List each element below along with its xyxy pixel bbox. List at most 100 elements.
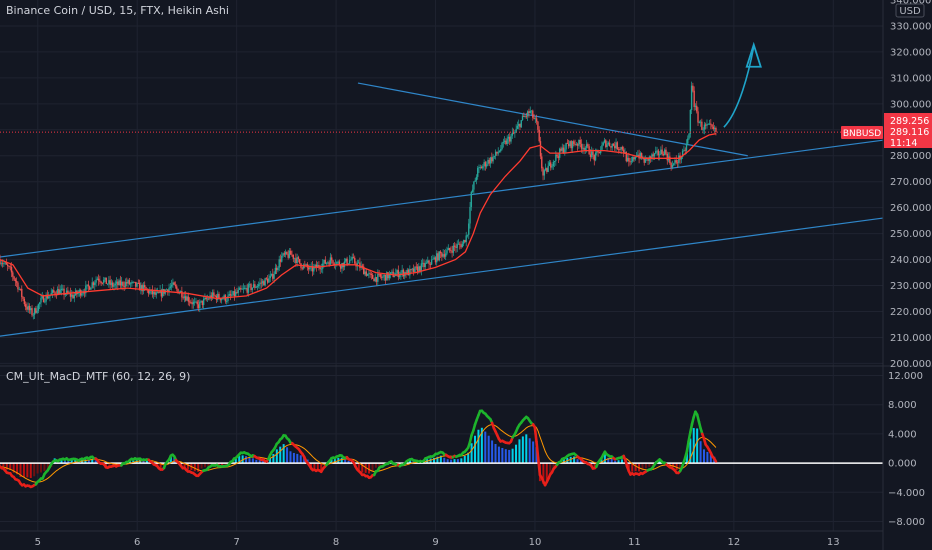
histogram-bar bbox=[614, 460, 617, 464]
histogram-bar bbox=[344, 459, 347, 464]
candle-body bbox=[186, 296, 188, 301]
candle-body bbox=[711, 124, 713, 127]
histogram-bar bbox=[477, 429, 480, 464]
candle-body bbox=[484, 162, 487, 167]
candle-body bbox=[465, 235, 467, 243]
histogram-bar bbox=[234, 458, 237, 464]
candle-body bbox=[206, 298, 209, 300]
histogram-bar bbox=[552, 463, 555, 469]
candle-body bbox=[436, 253, 438, 263]
candle-body bbox=[28, 305, 31, 311]
candle-body bbox=[258, 284, 260, 287]
candle-body bbox=[610, 146, 612, 148]
candle-body bbox=[6, 264, 9, 267]
histogram-bar bbox=[467, 452, 470, 464]
histogram-bar bbox=[292, 452, 295, 464]
candle-body bbox=[31, 308, 33, 316]
candle-body bbox=[33, 308, 36, 315]
candle-body bbox=[261, 281, 264, 284]
histogram-bar bbox=[19, 463, 22, 477]
candle-body bbox=[596, 151, 598, 153]
candle-body bbox=[22, 296, 24, 299]
candle-body bbox=[461, 243, 464, 248]
candle-body bbox=[217, 293, 219, 300]
histogram-bar bbox=[532, 441, 535, 464]
histogram-bar bbox=[685, 452, 688, 464]
candle-body bbox=[688, 133, 690, 139]
currency-selector[interactable]: USD bbox=[895, 3, 925, 18]
candle-body bbox=[565, 142, 567, 150]
candle-body bbox=[693, 90, 695, 107]
histogram-bar bbox=[67, 460, 70, 464]
time-tick-label: 5 bbox=[35, 537, 41, 548]
candle-body bbox=[318, 265, 320, 268]
histogram-bar bbox=[470, 443, 473, 464]
candle-body bbox=[78, 290, 81, 293]
macd-tick-label: 0.000 bbox=[888, 459, 917, 470]
candle-body bbox=[502, 141, 505, 143]
candle-body bbox=[288, 250, 291, 258]
candle-body bbox=[567, 143, 570, 147]
candle-body bbox=[482, 165, 484, 169]
candle-body bbox=[455, 246, 457, 248]
candle-body bbox=[246, 288, 248, 293]
candle-body bbox=[573, 141, 575, 144]
histogram-bar bbox=[679, 463, 682, 469]
candle-body bbox=[338, 261, 341, 266]
histogram-bar bbox=[186, 463, 189, 470]
histogram-bar bbox=[463, 455, 466, 464]
candle-body bbox=[400, 272, 402, 275]
histogram-bar bbox=[439, 455, 442, 464]
candle-body bbox=[557, 156, 560, 158]
candle-body bbox=[660, 149, 662, 155]
candle-body bbox=[50, 292, 52, 295]
candle-body bbox=[190, 302, 192, 303]
candle-body bbox=[265, 278, 268, 280]
histogram-bar bbox=[699, 441, 702, 464]
candle-body bbox=[122, 281, 124, 287]
macd-tick-label: 8.000 bbox=[888, 400, 917, 411]
candle-body bbox=[372, 274, 374, 279]
candle-body bbox=[313, 266, 315, 272]
candle-body bbox=[204, 297, 206, 300]
candle-body bbox=[39, 302, 41, 305]
candle-body bbox=[529, 110, 531, 114]
candle-body bbox=[706, 124, 708, 126]
histogram-bar bbox=[316, 463, 319, 470]
macd-tick-label: 4.000 bbox=[888, 429, 917, 440]
histogram-bar bbox=[634, 463, 637, 472]
candle-body bbox=[352, 257, 355, 258]
candle-body bbox=[17, 282, 19, 290]
histogram-bar bbox=[91, 458, 94, 464]
candle-body bbox=[147, 289, 150, 294]
candle-body bbox=[205, 297, 207, 300]
candle-body bbox=[165, 289, 168, 291]
candle-body bbox=[539, 141, 542, 157]
candle-body bbox=[228, 294, 230, 296]
candle-body bbox=[479, 167, 481, 168]
candle-body bbox=[666, 153, 668, 161]
candle-body bbox=[503, 140, 506, 142]
candle-body bbox=[703, 124, 706, 130]
candle-body bbox=[488, 159, 490, 164]
candle-body bbox=[494, 151, 497, 156]
histogram-bar bbox=[5, 463, 8, 470]
candle-body bbox=[192, 301, 195, 305]
candle-body bbox=[91, 282, 93, 288]
candle-body bbox=[1, 263, 4, 265]
candle-body bbox=[369, 273, 371, 275]
candle-body bbox=[564, 149, 566, 153]
histogram-bar bbox=[374, 463, 377, 468]
candle-body bbox=[571, 141, 574, 149]
candle-body bbox=[214, 295, 216, 297]
candle-body bbox=[662, 153, 665, 156]
candle-body bbox=[23, 298, 26, 305]
candle-body bbox=[120, 281, 123, 286]
price-tick-label: 310.000 bbox=[890, 73, 931, 84]
candle-body bbox=[661, 149, 663, 154]
candle-body bbox=[501, 142, 503, 149]
candle-body bbox=[640, 153, 643, 159]
histogram-bar bbox=[617, 460, 620, 464]
candle-body bbox=[195, 301, 197, 303]
candle-body bbox=[453, 245, 456, 247]
